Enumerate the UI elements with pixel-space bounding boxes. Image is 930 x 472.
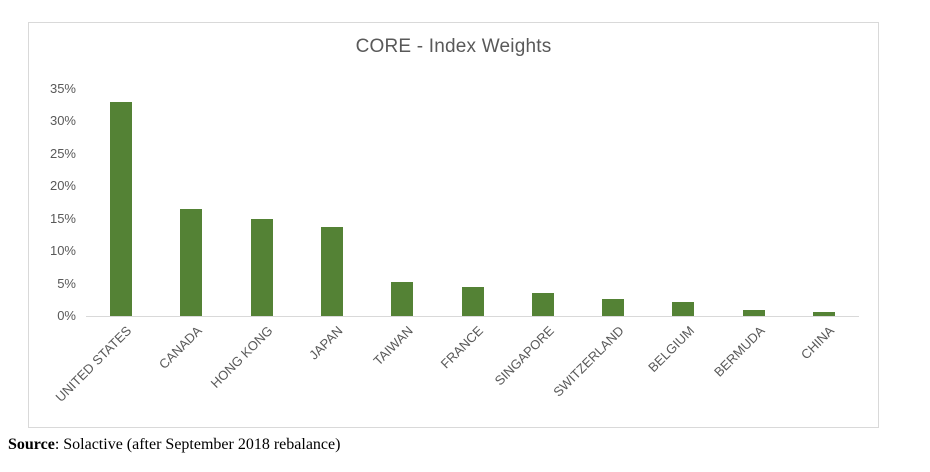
bar — [110, 102, 133, 316]
y-tick-label: 20% — [49, 178, 76, 194]
bar — [180, 209, 203, 316]
x-axis-label: HONG KONG — [207, 323, 276, 391]
y-tick-label: 10% — [49, 243, 76, 259]
x-axis-label: FRANCE — [437, 323, 487, 372]
bar — [812, 311, 835, 316]
y-tick-label: 0% — [57, 308, 76, 323]
source-text: : Solactive (after September 2018 rebala… — [54, 436, 341, 453]
bar — [321, 226, 343, 316]
bar — [602, 298, 624, 316]
y-tick-label: 35% — [49, 81, 76, 96]
source-note: Source: Solactive (after September 2018 … — [8, 436, 340, 454]
y-tick-label: 30% — [49, 113, 76, 129]
x-axis-label: TAIWAN — [370, 323, 416, 369]
x-axis-label: BELGIUM — [644, 323, 697, 375]
x-axis-label: CANADA — [156, 323, 205, 372]
bar — [461, 286, 484, 316]
x-axis-label: BERMUDA — [710, 323, 768, 380]
chart-frame: CORE - Index Weights UNITED STATES CANADA… — [28, 22, 879, 428]
bar — [742, 310, 765, 316]
y-tick-label: 5% — [57, 275, 76, 291]
x-axis-label: SINGAPORE — [491, 323, 557, 389]
y-tick-label: 25% — [49, 145, 76, 161]
bar — [391, 281, 414, 316]
x-axis-label: SWITZERLAND — [550, 323, 627, 400]
x-axis-label: UNITED STATES — [52, 323, 135, 405]
bar — [672, 301, 695, 316]
x-axis-label: CHINA — [798, 323, 838, 363]
plot-area: UNITED STATES CANADA HONG KONG JAPAN TAIWAN F… — [29, 23, 878, 427]
x-axis-label: JAPAN — [306, 323, 346, 363]
y-tick-label: 15% — [49, 210, 76, 226]
x-axis-line — [86, 316, 859, 317]
chart-title: CORE - Index Weights — [355, 36, 552, 57]
bar — [250, 218, 273, 316]
source-label: Source — [8, 436, 55, 453]
bar — [531, 293, 554, 316]
